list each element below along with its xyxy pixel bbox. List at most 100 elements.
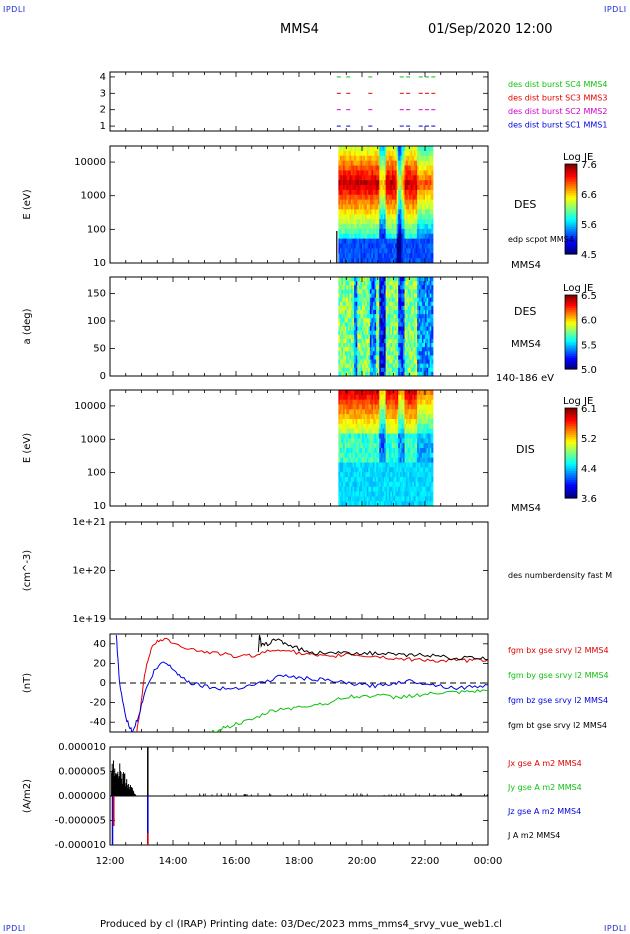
- spectrogram-cell: [365, 146, 368, 152]
- spectrogram-cell: [431, 297, 434, 303]
- spectrogram-cell: [385, 394, 388, 401]
- colorbar-segment: [565, 224, 577, 228]
- spectrogram-cell: [339, 355, 343, 360]
- spectrogram-cell: [398, 452, 401, 459]
- y-tick-label: 150: [87, 289, 106, 300]
- spectrogram-cell: [423, 310, 426, 315]
- spectrogram-cell: [396, 155, 399, 162]
- spectrogram-cell: [350, 258, 354, 264]
- spectrogram-cell: [349, 390, 352, 396]
- spectrogram-cell: [399, 293, 402, 299]
- spectrogram-cell: [363, 347, 366, 352]
- spectrogram-cell: [395, 258, 398, 264]
- spectrogram-cell: [409, 289, 412, 294]
- spectrogram-cell: [349, 338, 352, 344]
- spectrogram-cell: [431, 146, 434, 152]
- spectrogram-cell: [352, 457, 355, 463]
- spectrogram-cell: [387, 204, 390, 210]
- spectrogram-cell: [417, 457, 420, 463]
- spectrogram-cell: [362, 367, 365, 373]
- spectrogram-cell: [423, 414, 426, 420]
- spectrogram-cell: [360, 170, 363, 176]
- colorbar-segment: [565, 491, 577, 495]
- spectrogram-cell: [396, 338, 399, 344]
- spectrogram-cell: [401, 180, 404, 186]
- spectrogram-cell: [393, 199, 396, 205]
- spectrogram-cell: [393, 343, 396, 348]
- spectrogram-cell: [398, 160, 401, 166]
- spectrogram-cell: [344, 359, 347, 365]
- spectrogram-cell: [413, 194, 417, 201]
- spectrogram-cell: [357, 419, 360, 425]
- spectrogram-cell: [341, 305, 344, 311]
- spectrogram-cell: [354, 330, 357, 336]
- spectrogram-cell: [387, 199, 390, 205]
- spectrogram-cell: [385, 322, 388, 327]
- spectrogram-cell: [417, 194, 420, 201]
- spectrogram-cell: [426, 467, 429, 473]
- spectrogram-cell: [343, 496, 346, 502]
- spectrogram-cell: [417, 330, 420, 336]
- spectrogram-cell: [376, 305, 379, 311]
- spectrogram-cell: [366, 338, 369, 344]
- spectrogram-cell: [431, 355, 434, 360]
- spectrogram-cell: [344, 363, 347, 369]
- spectrogram-cell: [421, 390, 424, 396]
- spectrogram-cell: [338, 363, 341, 369]
- spectrogram-cell: [339, 289, 343, 294]
- spectrogram-cell: [406, 243, 409, 249]
- spectrogram-cell: [382, 165, 385, 171]
- spectrogram-cell: [423, 289, 426, 294]
- spectrogram-cell: [413, 155, 417, 162]
- spectrogram-cell: [396, 419, 399, 425]
- spectrogram-cell: [391, 347, 394, 352]
- spectrogram-cell: [362, 501, 365, 507]
- spectrogram-cell: [406, 409, 409, 415]
- spectrogram-cell: [390, 457, 393, 463]
- spectrogram-cell: [415, 243, 418, 249]
- spectrogram-cell: [423, 330, 426, 336]
- spectrogram-cell: [371, 277, 374, 282]
- spectrogram-cell: [425, 367, 428, 373]
- spectrogram-cell: [404, 326, 407, 332]
- spectrogram-cell: [365, 199, 368, 205]
- spectrogram-cell: [393, 351, 396, 356]
- spectrogram-cell: [428, 443, 431, 449]
- spectrogram-cell: [412, 486, 415, 492]
- spectrogram-cell: [357, 175, 360, 181]
- spectrogram-cell: [428, 472, 431, 478]
- spectrogram-cell: [385, 501, 388, 507]
- spectrogram-cell: [423, 481, 426, 488]
- spectrogram-cell: [388, 146, 391, 152]
- spectrogram-cell: [385, 496, 388, 502]
- spectrogram-cell: [421, 238, 424, 244]
- spectrogram-cell: [362, 318, 365, 323]
- spectrogram-cell: [369, 472, 372, 478]
- spectrogram-cell: [362, 165, 365, 171]
- spectrogram-cell: [429, 248, 432, 254]
- spectrogram-cell: [387, 146, 390, 152]
- spectrogram-cell: [423, 467, 426, 473]
- spectrogram-cell: [368, 334, 371, 340]
- spectrogram-cell: [346, 301, 349, 307]
- spectrogram-cell: [418, 305, 421, 311]
- spectrogram-cell: [376, 452, 379, 459]
- spectrogram-cell: [387, 338, 390, 344]
- spectrogram-cell: [344, 155, 347, 162]
- spectrogram-cell: [413, 305, 417, 311]
- spectrogram-cell: [379, 165, 382, 171]
- spectrogram-cell: [347, 367, 350, 373]
- spectrogram-cell: [421, 423, 424, 430]
- spectrogram-cell: [401, 238, 404, 244]
- spectrogram-cell: [391, 496, 394, 502]
- spectrogram-cell: [347, 501, 350, 507]
- spectrogram-cell: [365, 281, 368, 286]
- spectrogram-cell: [402, 477, 406, 483]
- spectrogram-cell: [395, 326, 398, 332]
- spectrogram-cell: [371, 334, 374, 340]
- spectrogram-cell: [369, 253, 372, 259]
- spectrogram-cell: [384, 258, 387, 264]
- spectrogram-cell: [365, 428, 368, 434]
- spectrogram-cell: [420, 293, 423, 299]
- spectrogram-cell: [421, 472, 424, 478]
